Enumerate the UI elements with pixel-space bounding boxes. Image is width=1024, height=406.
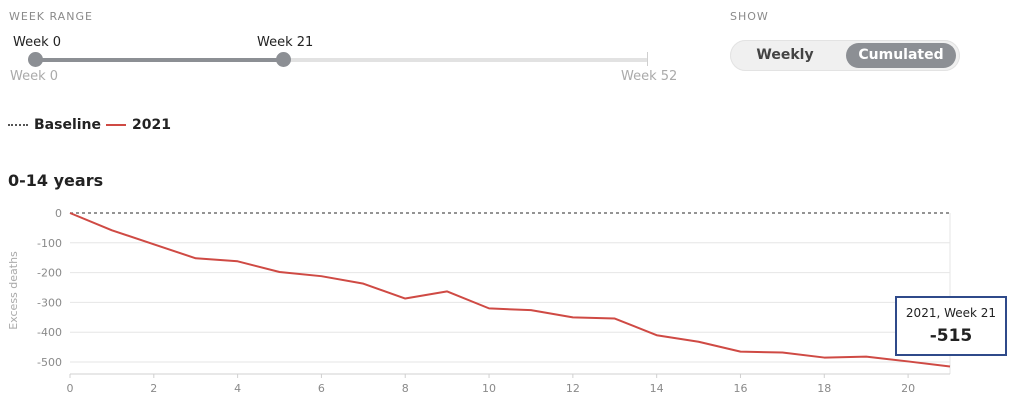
- slider-start-handle[interactable]: [28, 52, 43, 67]
- x-tick-label: 0: [67, 382, 74, 395]
- solid-line-icon: [106, 124, 126, 126]
- excess-deaths-chart: 0 -100 -200 -300 -400 -500 0 2 4 6 8 10 12 14 16 18 20 Ex…: [7, 207, 951, 395]
- x-tick-label: 6: [318, 382, 325, 395]
- legend-baseline-label: Baseline: [34, 117, 102, 133]
- slider-selected-range: [35, 58, 283, 62]
- x-tick-label: 16: [733, 382, 747, 395]
- x-tick-label: 14: [650, 382, 664, 395]
- chart-tooltip: 2021, Week 21 -515: [895, 296, 1007, 356]
- show-toggle: Weekly Cumulated: [730, 40, 960, 71]
- y-tick-label: -200: [37, 267, 62, 280]
- y-tick-label: -400: [37, 326, 62, 339]
- x-tick-label: 2: [150, 382, 157, 395]
- slider-end-tick: [647, 52, 648, 66]
- dotted-line-icon: [8, 124, 28, 126]
- x-tick-label: 18: [817, 382, 831, 395]
- legend-series-label: 2021: [132, 117, 171, 133]
- weekly-toggle-button[interactable]: Weekly: [756, 47, 814, 63]
- slider-min-label: Week 0: [10, 69, 59, 84]
- y-tick-label: -300: [37, 296, 62, 309]
- slider-track[interactable]: [35, 58, 648, 62]
- x-tick-label: 20: [901, 382, 915, 395]
- slider-start-label: Week 0: [13, 35, 62, 50]
- y-tick-label: 0: [55, 207, 62, 220]
- legend-item-baseline: Baseline: [8, 117, 101, 133]
- show-label: SHOW: [730, 10, 769, 23]
- series-line-2021: [69, 212, 951, 368]
- slider-end-handle[interactable]: [276, 52, 291, 67]
- chart-title: 0-14 years: [8, 171, 104, 190]
- y-axis-label: Excess deaths: [7, 251, 20, 330]
- x-tick-label: 12: [566, 382, 580, 395]
- y-tick-label: -100: [37, 237, 62, 250]
- y-tick-label: -500: [37, 356, 62, 369]
- slider-end-label: Week 21: [257, 35, 314, 50]
- week-range-label: WEEK RANGE: [9, 10, 93, 23]
- cumulated-toggle-button[interactable]: Cumulated: [846, 43, 956, 68]
- x-tick-label: 4: [234, 382, 241, 395]
- tooltip-title: 2021, Week 21: [905, 306, 997, 320]
- x-tick-label: 8: [402, 382, 409, 395]
- slider-max-label: Week 52: [621, 69, 678, 84]
- x-tick-label: 10: [482, 382, 496, 395]
- tooltip-value: -515: [929, 326, 973, 346]
- legend-item-2021: 2021: [106, 117, 171, 133]
